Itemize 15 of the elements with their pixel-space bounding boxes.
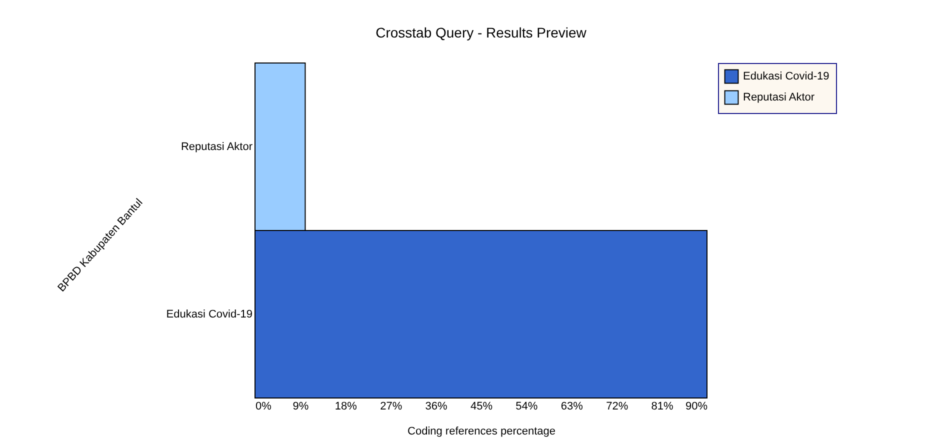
x-axis-title: Coding references percentage bbox=[408, 426, 556, 438]
x-tick-label: 0% bbox=[256, 400, 272, 412]
x-tick-label: 90% bbox=[685, 400, 708, 412]
x-tick-label: 54% bbox=[516, 400, 538, 412]
x-tick-label: 36% bbox=[425, 400, 448, 412]
x-tick-label: 63% bbox=[560, 400, 584, 412]
legend-label: Edukasi Covid-19 bbox=[743, 70, 830, 82]
x-tick-label: 18% bbox=[334, 400, 358, 412]
x-tick-label: 27% bbox=[380, 400, 402, 412]
x-tick-label: 9% bbox=[292, 400, 309, 412]
legend-label: Reputasi Aktor bbox=[743, 92, 815, 104]
chart-title: Crosstab Query - Results Preview bbox=[376, 24, 588, 40]
x-tick-label: 81% bbox=[651, 400, 674, 412]
x-tick-label: 45% bbox=[470, 400, 493, 412]
x-tick-label: 72% bbox=[606, 400, 628, 412]
